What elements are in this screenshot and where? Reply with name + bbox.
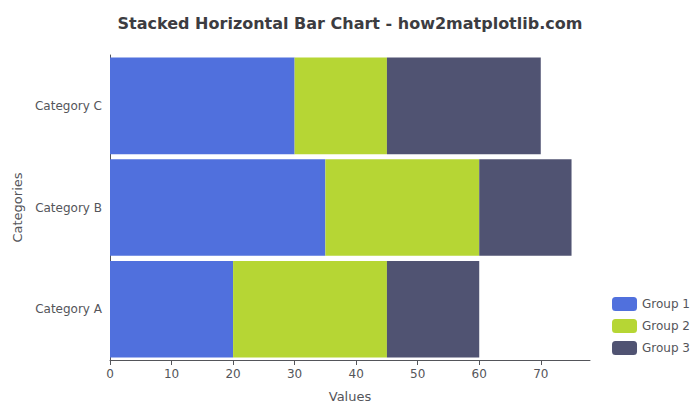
svg-text:50: 50 <box>410 367 425 381</box>
svg-text:Category A: Category A <box>35 302 103 316</box>
svg-text:30: 30 <box>287 367 302 381</box>
svg-text:70: 70 <box>533 367 548 381</box>
svg-text:Group 1: Group 1 <box>642 297 690 311</box>
svg-text:Categories: Categories <box>10 172 25 242</box>
svg-text:Values: Values <box>329 389 372 404</box>
svg-text:60: 60 <box>472 367 487 381</box>
svg-text:20: 20 <box>225 367 240 381</box>
svg-text:Group 3: Group 3 <box>642 341 690 355</box>
svg-text:Category B: Category B <box>35 201 102 215</box>
svg-text:10: 10 <box>164 367 179 381</box>
svg-text:Category C: Category C <box>35 99 102 113</box>
svg-text:Stacked Horizontal Bar Chart -: Stacked Horizontal Bar Chart - how2matpl… <box>118 14 583 33</box>
svg-text:0: 0 <box>106 367 114 381</box>
svg-text:Group 2: Group 2 <box>642 319 690 333</box>
svg-text:40: 40 <box>349 367 364 381</box>
